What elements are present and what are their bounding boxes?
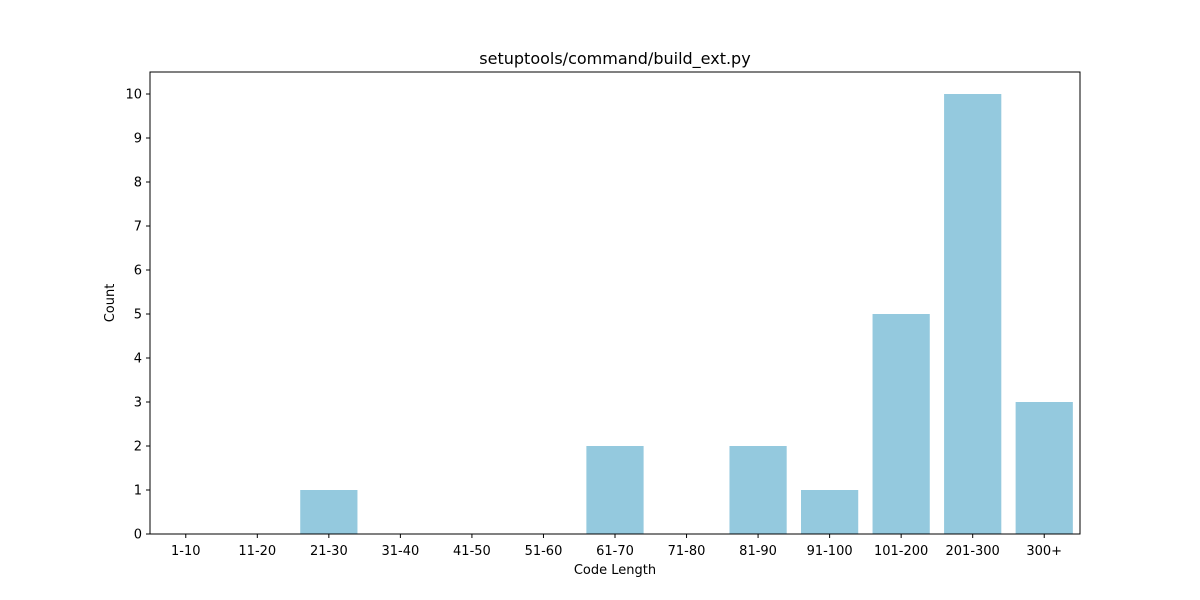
- x-tick-label: 81-90: [739, 544, 777, 559]
- bar-101-200: [872, 314, 930, 534]
- x-tick-label: 201-300: [946, 544, 1000, 559]
- y-axis-label: Count: [103, 284, 118, 323]
- bar-61-70: [586, 446, 644, 534]
- bar-81-90: [729, 446, 787, 534]
- x-tick-label: 1-10: [171, 544, 201, 559]
- y-tick-label: 2: [134, 440, 142, 455]
- x-tick-label: 71-80: [668, 544, 706, 559]
- bars-group: [300, 94, 1073, 534]
- x-tick-label: 51-60: [525, 544, 563, 559]
- x-tick-label: 61-70: [596, 544, 634, 559]
- x-tick-label: 21-30: [310, 544, 348, 559]
- y-tick-label: 1: [134, 484, 142, 499]
- bar-300+: [1015, 402, 1073, 534]
- x-tick-label: 31-40: [381, 544, 419, 559]
- x-axis-ticks: 1-10 11-20 21-30 31-40 41-50 51-60 61-70 71-80 8…: [171, 534, 1062, 559]
- y-tick-label: 7: [134, 220, 142, 235]
- x-axis-label: Code Length: [574, 563, 656, 578]
- y-tick-label: 3: [134, 396, 142, 411]
- y-tick-label: 10: [125, 88, 142, 103]
- y-axis-ticks: 0 1 2 3 4 5 6 7 8 9 10: [125, 88, 150, 543]
- x-tick-label: 11-20: [238, 544, 276, 559]
- chart-title: setuptools/command/build_ext.py: [479, 49, 750, 69]
- y-tick-label: 5: [134, 308, 142, 323]
- x-tick-label: 101-200: [874, 544, 928, 559]
- y-tick-label: 4: [134, 352, 142, 367]
- y-tick-label: 6: [134, 264, 142, 279]
- bar-21-30: [300, 490, 358, 534]
- x-tick-label: 41-50: [453, 544, 491, 559]
- y-tick-label: 9: [134, 132, 142, 147]
- bar-91-100: [801, 490, 859, 534]
- bar-201-300: [944, 94, 1002, 534]
- y-tick-label: 8: [134, 176, 142, 191]
- x-tick-label: 300+: [1026, 544, 1062, 559]
- plot-frame: [149, 71, 1081, 535]
- y-tick-label: 0: [134, 528, 142, 543]
- x-tick-label: 91-100: [807, 544, 853, 559]
